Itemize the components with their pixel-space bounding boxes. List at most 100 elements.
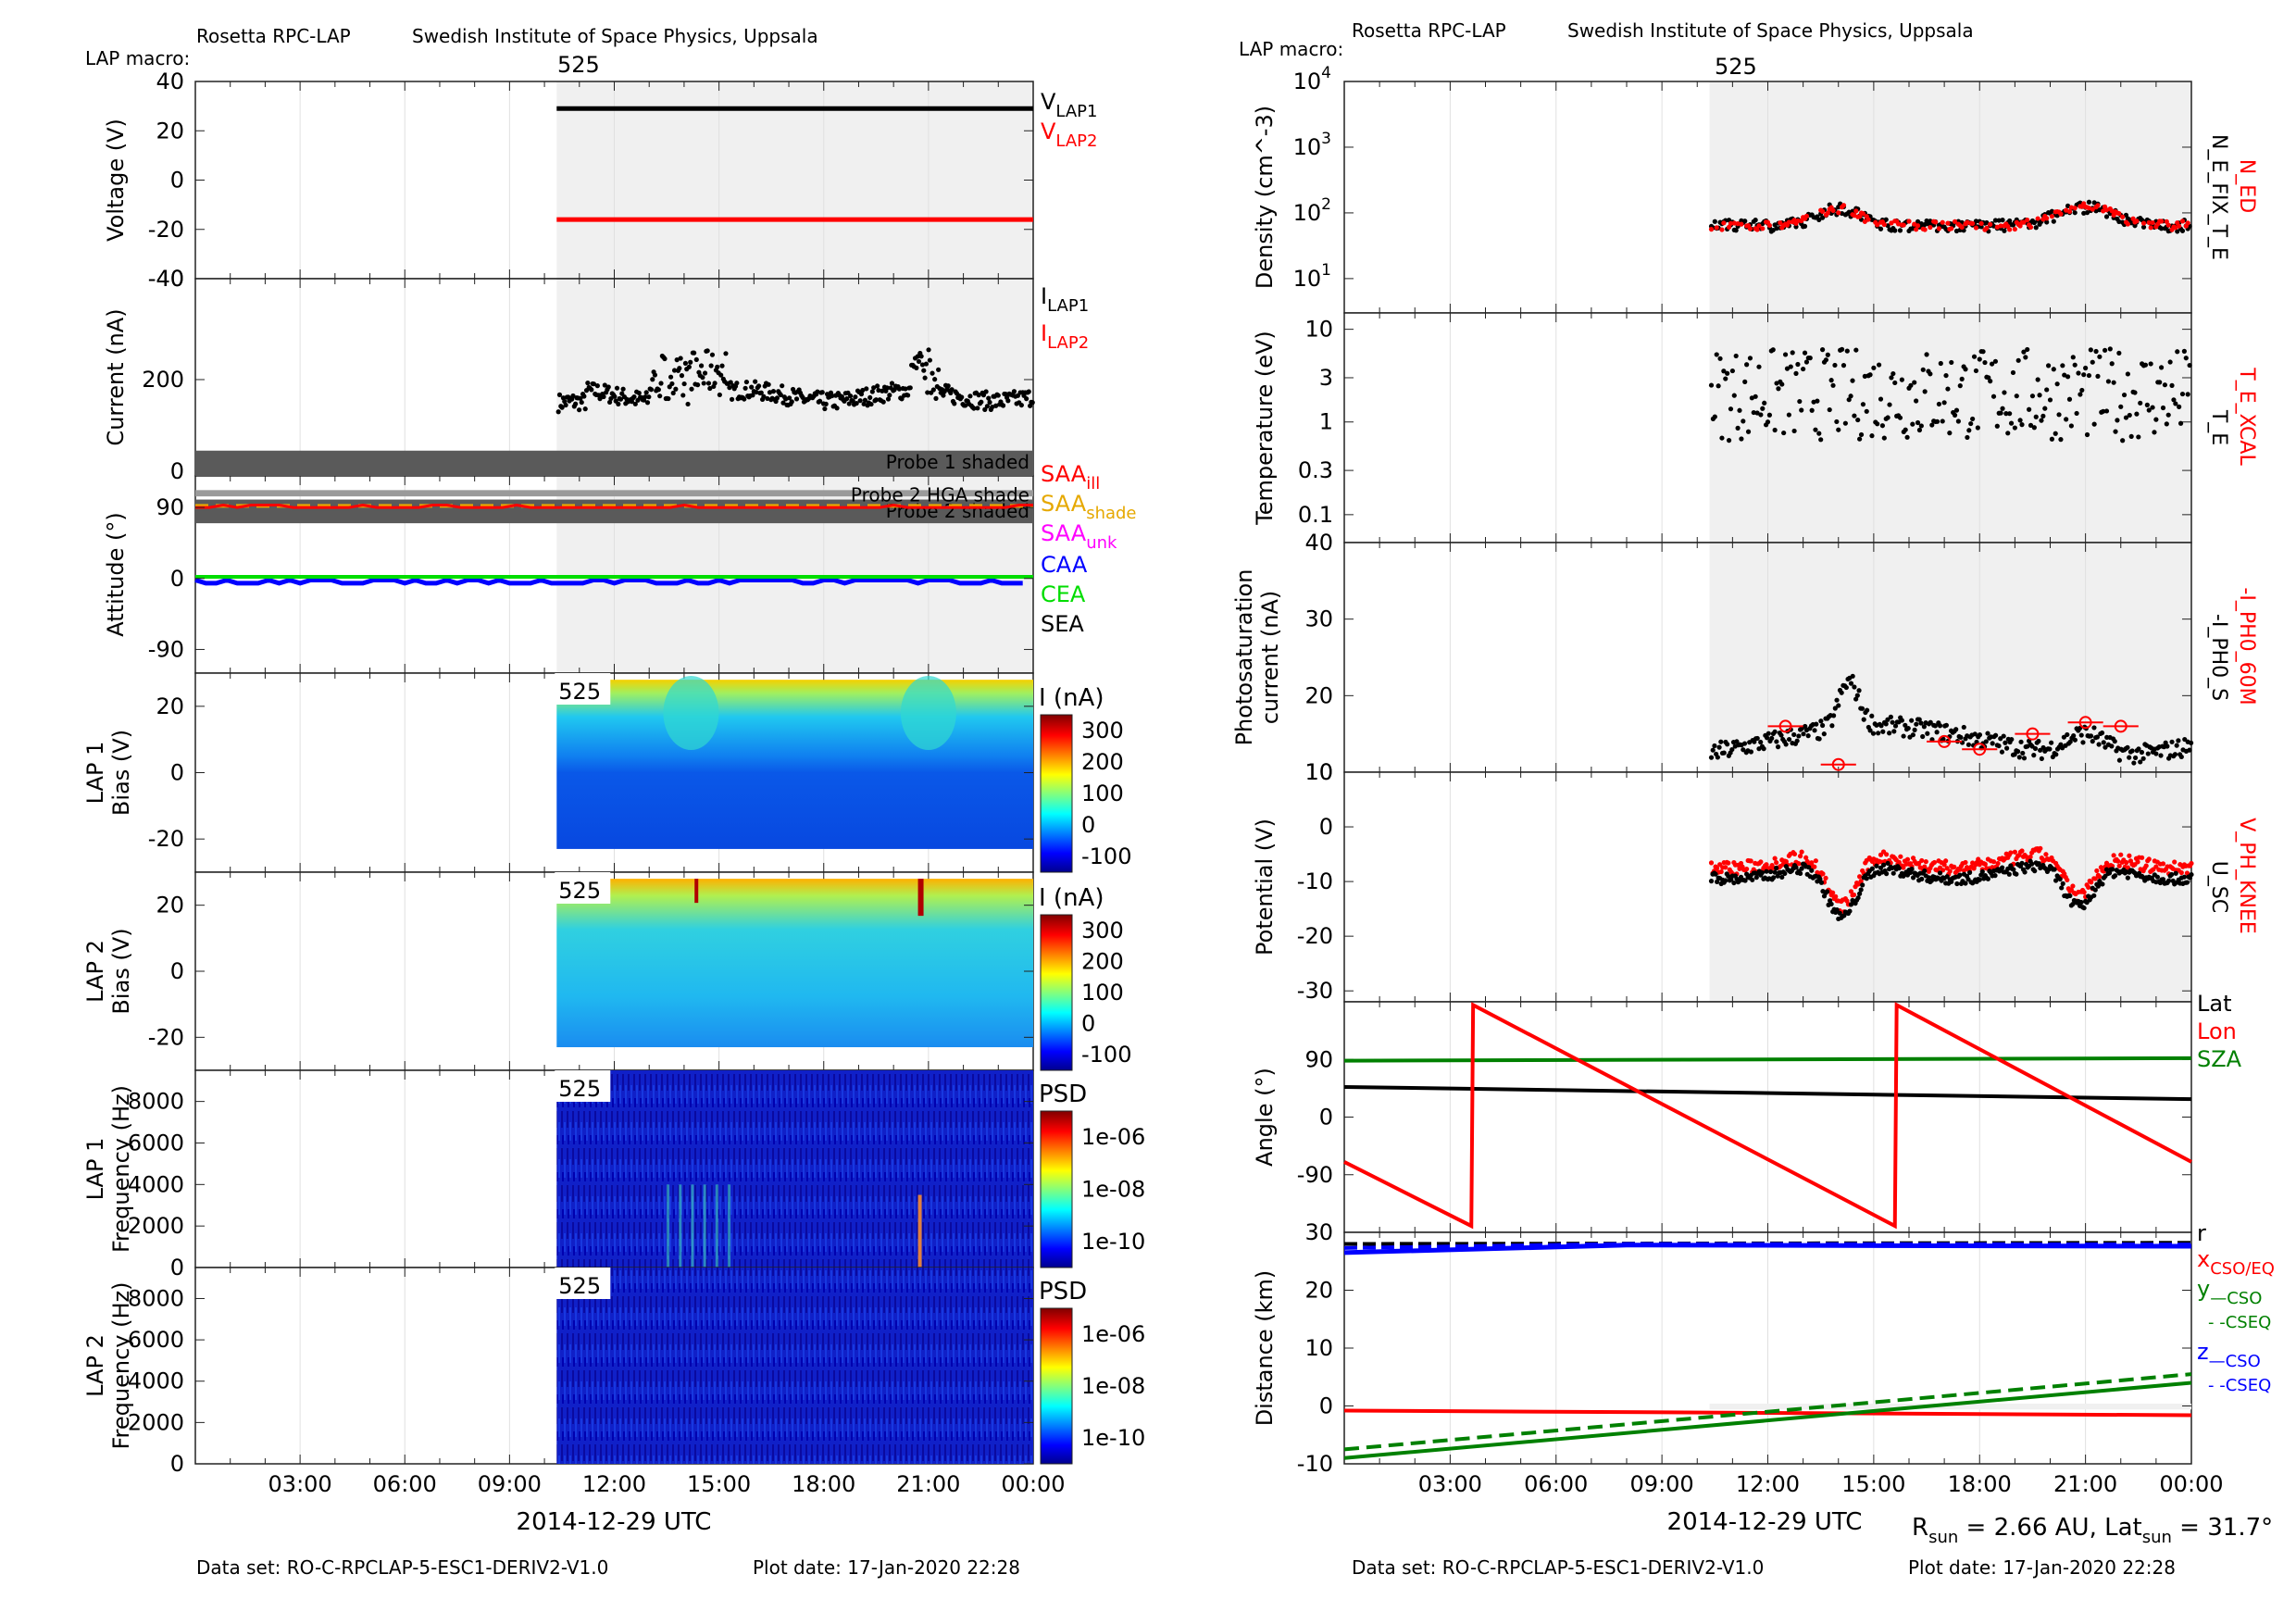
photosat-black-scatter-point: [1892, 723, 1899, 729]
temperature-black-scatter-point: [1968, 420, 1974, 427]
photosat-black-scatter-point: [2109, 743, 2115, 749]
density-black-scatter-point: [2086, 199, 2092, 205]
potential-black-scatter-point: [2100, 881, 2105, 887]
current-ilap1-scatter-point: [967, 394, 973, 399]
photosat-black-scatter-point: [1758, 739, 1764, 745]
lap2_bias-colorbar-tick: 0: [1081, 1011, 1095, 1037]
potential-red-scatter-point: [1813, 858, 1818, 864]
temperature-black-scatter-point: [1858, 431, 1865, 438]
temperature-black-scatter-point: [1945, 386, 1951, 392]
temperature-black-scatter-point: [1762, 400, 1767, 406]
temperature-black-scatter-point: [2066, 396, 2073, 402]
current-ilap1-scatter-point: [681, 381, 687, 387]
potential-black-scatter-point: [2113, 873, 2118, 879]
photosat-black-scatter-point: [1721, 750, 1727, 756]
potential-red-scatter-point: [2019, 848, 2025, 854]
density-black-scatter-point: [2084, 210, 2090, 216]
left-xlabel: 2014-12-29 UTC: [517, 1508, 712, 1536]
potential-red-scatter-point: [2153, 864, 2159, 869]
current-ilap1-scatter-point: [688, 359, 693, 365]
density-red-scatter-point: [1760, 226, 1766, 231]
temperature-black-scatter-point: [1903, 427, 1908, 432]
density-panel: [1343, 81, 2192, 314]
potential-red-scatter: [1708, 845, 2194, 915]
distance-macro-shade: [1709, 1404, 2191, 1410]
lap1_freq-ylabel: LAP 1: [82, 1138, 108, 1201]
potential-black-scatter-point: [2181, 874, 2187, 880]
temperature-panel: [1343, 312, 2192, 543]
left-header-institute-name: Rosetta RPC-LAP: [196, 25, 351, 47]
potential-black-scatter-point: [2036, 861, 2041, 867]
current-ilap1-scatter-point: [982, 406, 988, 412]
temperature-black-scatter-point: [2053, 431, 2058, 436]
potential-red-scatter-point: [2012, 849, 2017, 855]
attitude-probe1-shaded-band: [195, 450, 1033, 476]
temperature-black-scatter-point: [2003, 411, 2009, 417]
temperature-black-scatter-point: [2064, 417, 2069, 422]
potential-black-scatter-point: [1731, 880, 1737, 886]
temperature-black-scatter-point: [2095, 373, 2101, 379]
current-ilap1-scatter-point: [582, 406, 588, 412]
voltage-panel: [194, 81, 1034, 280]
potential-black-scatter-point: [1708, 879, 1715, 884]
photosat-black-scatter-point: [1972, 731, 1978, 737]
current-ilap1-scatter-point: [971, 406, 977, 411]
temperature-black-scatter-point: [2097, 354, 2103, 359]
photosat-black-scatter-point: [2036, 738, 2041, 744]
temperature-black-scatter-point: [2017, 418, 2023, 423]
voltage-ytick-label: 40: [156, 69, 184, 94]
current-ilap1-scatter-point: [921, 368, 927, 373]
temperature-black-scatter-point: [1892, 380, 1898, 386]
temperature-black-scatter-point: [2031, 425, 2037, 431]
potential-black-scatter-point: [2052, 867, 2057, 872]
photosat-ytick-label: 30: [1304, 606, 1333, 632]
temperature-black-scatter-point: [2187, 362, 2192, 369]
distance-ytick-label: 10: [1304, 1335, 1333, 1361]
density-macro-shade: [1709, 81, 2191, 313]
density-ytick-label: 103: [1293, 130, 1331, 160]
distance-ytick-label: 0: [1319, 1393, 1333, 1419]
current-ilap1-scatter-point: [758, 390, 764, 395]
temperature-black-scatter-point: [1744, 362, 1750, 368]
potential-black-scatter-point: [2022, 869, 2028, 875]
lap2_freq-ylabel: LAP 2: [82, 1334, 108, 1397]
potential-black-scatter-point: [2081, 906, 2087, 911]
temperature-black-scatter-point: [1899, 377, 1904, 382]
density-red-scatter-point: [2140, 220, 2147, 226]
density-red-scatter-point: [1721, 220, 1727, 226]
potential-red-scatter-point: [1718, 868, 1724, 875]
lap2_bias-colorbar-tick: 200: [1081, 948, 1124, 974]
legend-ilap1: ILAP1: [1041, 283, 1089, 316]
photosat-black-scatter-point: [1805, 733, 1811, 739]
potential-red-scatter-point: [2070, 883, 2076, 889]
photosat-black-scatter-point: [2016, 755, 2022, 760]
potential-red-scatter-point: [1943, 858, 1949, 864]
temperature-black-scatter-point: [1844, 348, 1850, 354]
temperature-black-scatter-point: [1973, 368, 1979, 374]
temperature-black-scatter-point: [1916, 427, 1923, 433]
potential-black-scatter-point: [2014, 871, 2019, 877]
temperature-black-scatter-point: [1766, 412, 1773, 418]
photosat-black-scatter-point: [2129, 748, 2135, 754]
temperature-black-scatter-point: [1828, 378, 1834, 383]
temperature-black-scatter-point: [1779, 381, 1785, 387]
temperature-black-scatter-point: [1912, 380, 1917, 385]
potential-red-scatter-point: [2135, 859, 2140, 865]
current-ilap1-scatter-point: [800, 394, 805, 400]
current-ilap1-scatter-point: [717, 392, 722, 398]
density-black-scatter-point: [1770, 228, 1776, 233]
photosat-black-scatter-point: [1869, 713, 1875, 718]
potential-black-scatter-point: [2067, 893, 2073, 899]
current-ilap1-scatter-point: [789, 399, 794, 405]
photosat-black-scatter-point: [2039, 756, 2044, 762]
current-ilap1-scatter-point: [646, 394, 652, 400]
potential-red-scatter-point: [1857, 874, 1863, 880]
temperature-black-scatter-point: [1941, 400, 1947, 406]
temperature-black-scatter-point: [1936, 401, 1942, 407]
potential-red-scatter-point: [1820, 871, 1826, 877]
photosat-black-scatter-point: [1783, 742, 1789, 747]
photosat-ytick-label: 20: [1304, 682, 1333, 708]
density-red-scatter-point: [2007, 227, 2013, 232]
temperature-black-scatter-point: [1818, 437, 1824, 443]
current-ilap1-scatter-point: [871, 385, 877, 391]
